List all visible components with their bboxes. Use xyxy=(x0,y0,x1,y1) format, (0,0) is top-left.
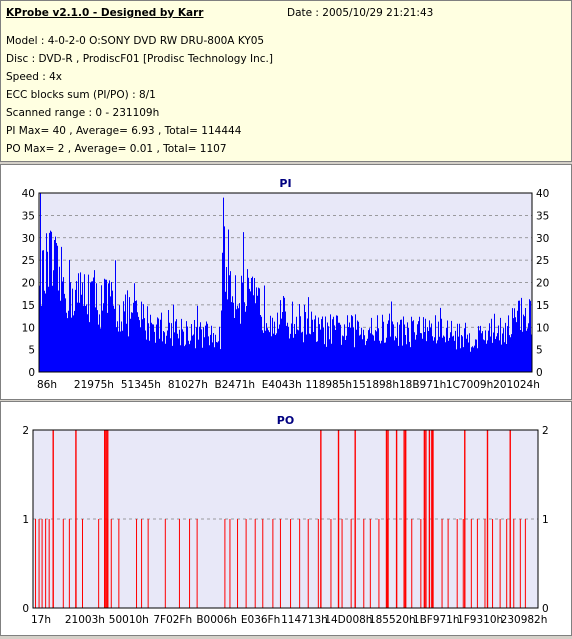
y-tick-label-right: 5 xyxy=(536,345,543,357)
x-tick-label: 151898h xyxy=(352,379,399,391)
po-summary-line: PO Max= 2 , Average= 0.01 , Total= 1107 xyxy=(6,143,227,155)
chart-title: PI xyxy=(279,177,291,190)
po-chart: PO 0 0 1 1 2 2 17h 21003h 50010h 7F02Fh B0006h E036F… xyxy=(22,414,549,626)
y-tick-label-right: 2 xyxy=(542,425,549,437)
scan-date: Date : 2005/10/29 21:21:43 xyxy=(287,7,434,19)
x-tick-label: 17h xyxy=(31,614,51,626)
y-tick-label-left: 25 xyxy=(22,255,35,267)
x-tick-label: 51345h xyxy=(121,379,161,391)
app-title: KProbe v2.1.0 - Designed by Karr xyxy=(6,7,204,19)
model-line: Model : 4-0-2-0 O:SONY DVD RW DRU-800A K… xyxy=(6,35,265,47)
y-tick-label-right: 10 xyxy=(536,322,549,334)
range-line: Scanned range : 0 - 231109h xyxy=(6,107,160,119)
x-tick-label: 201024h xyxy=(493,379,540,391)
y-tick-label-right: 30 xyxy=(536,233,549,245)
plot-border xyxy=(38,192,533,373)
y-tick-label-left: 35 xyxy=(22,210,35,222)
y-tick-label-left: 0 xyxy=(28,367,35,379)
x-tick-label: 1C7009h xyxy=(446,379,493,391)
y-tick-label-left: 2 xyxy=(22,425,29,437)
x-tick-label: 21975h xyxy=(74,379,114,391)
y-tick-label-left: 30 xyxy=(22,233,35,245)
y-tick-label-left: 10 xyxy=(22,322,35,334)
po-chart-panel: PO 0 0 1 1 2 2 17h 21003h 50010h 7F02Fh B0006h E036F… xyxy=(0,401,572,636)
x-tick-label: 114713h xyxy=(281,614,328,626)
y-tick-label-left: 40 xyxy=(22,188,35,200)
y-tick-label-right: 0 xyxy=(542,603,549,615)
ecc-line: ECC blocks sum (PI/PO) : 8/1 xyxy=(6,89,156,101)
y-tick-label-left: 5 xyxy=(28,345,35,357)
x-tick-label: 185520h xyxy=(369,614,416,626)
x-tick-label: 14D008h xyxy=(324,614,372,626)
x-tick-label: E4043h xyxy=(262,379,302,391)
x-tick-label: 50010h xyxy=(109,614,149,626)
y-tick-label-left: 1 xyxy=(22,514,29,526)
y-tick-label-right: 40 xyxy=(536,188,549,200)
x-tick-label: 18B971h xyxy=(399,379,446,391)
y-tick-label-right: 1 xyxy=(542,514,549,526)
pi-chart-panel: PI 0 0 5 5 10 10 15 15 20 20 25 25 30 30 35 35 40 40 86h 219… xyxy=(0,164,572,400)
x-tick-label: 230982h xyxy=(501,614,548,626)
x-tick-label: 1F9310h xyxy=(457,614,503,626)
x-tick-label: 1BF971h xyxy=(413,614,460,626)
plot-border xyxy=(32,429,539,609)
x-tick-label: 81027h xyxy=(168,379,208,391)
y-tick-label-left: 0 xyxy=(22,603,29,615)
y-tick-label-left: 15 xyxy=(22,300,35,312)
pi-chart: PI 0 0 5 5 10 10 15 15 20 20 25 25 30 30 35 35 40 40 86h 219… xyxy=(22,177,550,391)
y-tick-label-left: 20 xyxy=(22,278,35,290)
y-tick-label-right: 15 xyxy=(536,300,549,312)
info-panel: KProbe v2.1.0 - Designed by Karr Date : … xyxy=(0,0,572,162)
x-tick-label: 7F02Fh xyxy=(153,614,192,626)
disc-line: Disc : DVD-R , ProdiscF01 [Prodisc Techn… xyxy=(6,53,273,65)
speed-line: Speed : 4x xyxy=(6,71,63,83)
x-tick-label: 21003h xyxy=(65,614,105,626)
chart-title: PO xyxy=(277,414,294,427)
y-tick-label-right: 35 xyxy=(536,210,549,222)
y-tick-label-right: 0 xyxy=(536,367,543,379)
x-tick-label: 118985h xyxy=(305,379,352,391)
x-tick-label: 86h xyxy=(37,379,57,391)
pi-summary-line: PI Max= 40 , Average= 6.93 , Total= 1144… xyxy=(6,125,242,137)
x-tick-label: E036Fh xyxy=(241,614,280,626)
x-tick-label: B0006h xyxy=(196,614,237,626)
y-tick-label-right: 25 xyxy=(536,255,549,267)
y-tick-label-right: 20 xyxy=(536,278,549,290)
x-tick-label: B2471h xyxy=(215,379,256,391)
